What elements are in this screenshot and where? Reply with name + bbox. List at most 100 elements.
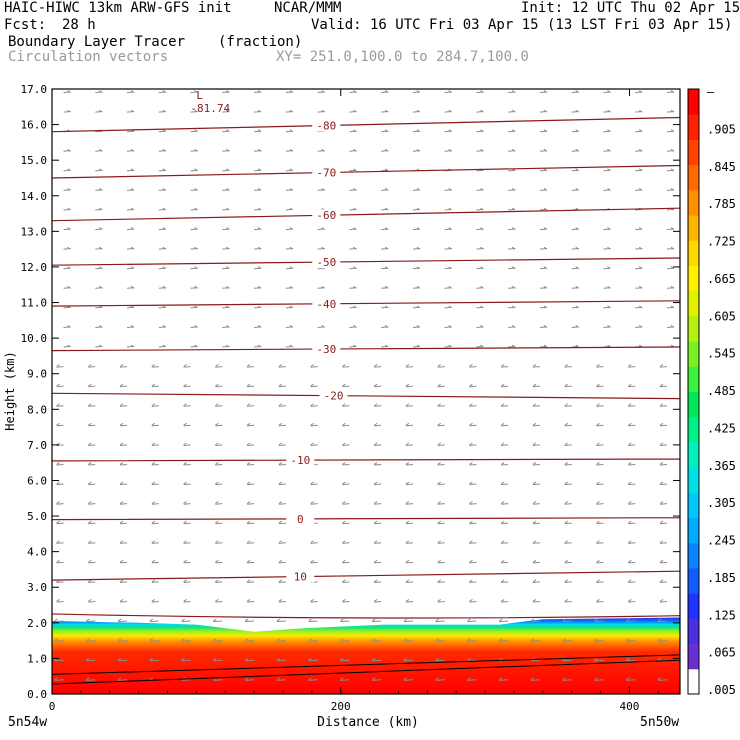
wind-vector bbox=[127, 325, 135, 328]
wind-vector bbox=[183, 364, 191, 368]
wind-vector bbox=[381, 325, 389, 328]
wind-vector bbox=[405, 403, 413, 407]
wind-vector bbox=[222, 285, 230, 289]
wind-vector bbox=[190, 90, 198, 94]
wind-vector bbox=[469, 462, 477, 466]
wind-vector bbox=[183, 462, 191, 466]
wind-vector bbox=[213, 638, 223, 642]
wind-vector bbox=[467, 618, 477, 623]
wind-vector bbox=[246, 364, 255, 368]
wind-vector bbox=[635, 168, 643, 172]
wind-vector bbox=[310, 559, 318, 564]
wind-vector bbox=[349, 305, 357, 309]
wind-vector bbox=[381, 109, 389, 113]
wind-vector bbox=[285, 344, 294, 348]
wind-vector bbox=[127, 148, 135, 152]
wind-vector bbox=[88, 364, 96, 368]
wind-vector bbox=[469, 481, 477, 486]
wind-vector bbox=[308, 657, 318, 662]
wind-vector bbox=[635, 305, 643, 309]
y-tick-label: 12.0 bbox=[21, 261, 48, 274]
wind-vector bbox=[278, 364, 286, 368]
contour-line: -20 bbox=[52, 389, 680, 403]
wind-vector bbox=[285, 109, 294, 113]
wind-vector bbox=[119, 520, 128, 525]
wind-vector bbox=[317, 325, 325, 328]
colorbar-label: .365 bbox=[707, 459, 736, 473]
wind-vector bbox=[158, 285, 167, 289]
wind-vector bbox=[276, 638, 286, 642]
wind-vector bbox=[317, 285, 325, 289]
wind-vector bbox=[539, 148, 548, 152]
wind-vector bbox=[222, 266, 230, 270]
wind-vector bbox=[190, 168, 198, 172]
axes: 0.0 1.0 2.0 3.0 4.0 5.0 6.0 7.0 8.0 9.0 10.0 11.0 12… bbox=[21, 83, 681, 713]
wind-vector bbox=[405, 442, 413, 446]
wind-vector bbox=[627, 501, 636, 505]
wind-vector bbox=[476, 90, 484, 94]
contour-line: -50 bbox=[52, 256, 680, 269]
wind-vector bbox=[149, 618, 159, 623]
wind-vector bbox=[213, 618, 223, 623]
wind-vector bbox=[508, 266, 516, 270]
wind-vector bbox=[88, 462, 96, 466]
y-tick-label: 11.0 bbox=[21, 297, 48, 310]
wind-vector bbox=[666, 325, 675, 328]
wind-vector bbox=[151, 501, 159, 505]
contour-label: 0 bbox=[297, 513, 304, 526]
wind-vector bbox=[659, 364, 668, 368]
wind-vector bbox=[627, 579, 636, 583]
contour-line: -10 bbox=[52, 454, 680, 467]
wind-vector bbox=[571, 305, 580, 309]
wind-vector bbox=[190, 148, 198, 152]
y-tick-label: 15.0 bbox=[21, 154, 48, 167]
wind-vector bbox=[508, 246, 516, 250]
wind-vector bbox=[215, 383, 223, 388]
wind-vector bbox=[151, 540, 159, 544]
wind-vector bbox=[532, 462, 541, 466]
wind-vector bbox=[476, 305, 484, 309]
wind-vector bbox=[469, 442, 477, 446]
wind-vector bbox=[278, 403, 286, 407]
wind-vector bbox=[437, 520, 445, 525]
wind-vector bbox=[222, 188, 230, 191]
wind-vector bbox=[215, 559, 223, 564]
contour-line bbox=[52, 613, 680, 619]
wind-vector bbox=[183, 481, 191, 486]
wind-vector bbox=[562, 638, 572, 642]
wind-vector bbox=[285, 266, 294, 270]
wind-vector bbox=[222, 207, 230, 211]
wind-vector bbox=[95, 168, 103, 172]
wind-vector bbox=[63, 148, 71, 152]
wind-vector bbox=[254, 129, 262, 133]
wind-vector bbox=[403, 638, 413, 642]
wind-vector bbox=[371, 657, 382, 662]
wind-vector bbox=[54, 677, 64, 681]
wind-vector bbox=[151, 403, 159, 407]
colorbar-swatch bbox=[688, 315, 699, 342]
colorbar-label: .005 bbox=[707, 683, 736, 697]
wind-vector bbox=[627, 540, 636, 544]
wind-vector bbox=[659, 579, 668, 583]
wind-vector bbox=[476, 109, 484, 113]
wind-vector bbox=[349, 344, 357, 348]
wind-vector bbox=[373, 481, 382, 486]
wind-vector bbox=[373, 520, 382, 525]
wind-vector bbox=[539, 109, 548, 113]
wind-vector bbox=[127, 305, 135, 309]
wind-vector bbox=[117, 638, 128, 642]
wind-vector bbox=[659, 481, 668, 486]
wind-vector bbox=[56, 383, 64, 388]
wind-vector bbox=[381, 344, 389, 348]
wind-vector bbox=[119, 462, 128, 466]
wind-vector bbox=[412, 207, 421, 211]
wind-vector bbox=[127, 90, 135, 94]
wind-vector bbox=[435, 677, 445, 681]
wind-vector bbox=[500, 579, 509, 583]
wind-vector bbox=[117, 657, 128, 662]
wind-vector bbox=[342, 462, 350, 466]
init-time: Init: 12 UTC Thu 02 Apr 15 bbox=[521, 0, 740, 16]
wind-vector bbox=[666, 305, 675, 309]
colorbar-label: .245 bbox=[707, 534, 736, 548]
wind-vector bbox=[403, 677, 413, 681]
